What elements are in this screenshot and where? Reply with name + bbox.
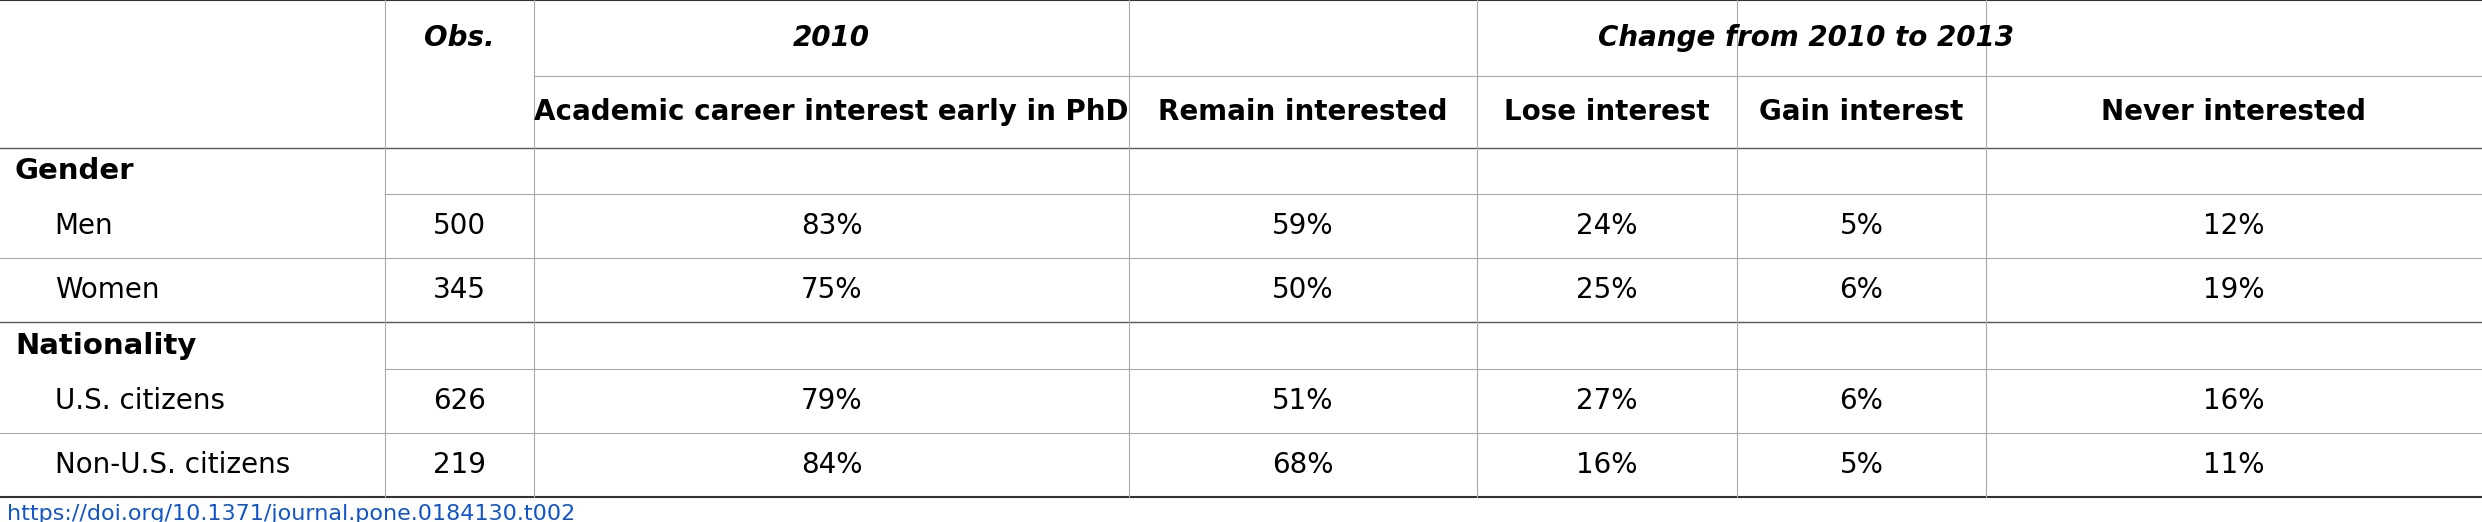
Text: 24%: 24% [1576,212,1638,240]
Text: 51%: 51% [1273,387,1333,415]
Text: Men: Men [55,212,114,240]
Text: U.S. citizens: U.S. citizens [55,387,223,415]
Text: 84%: 84% [802,451,861,479]
Text: 79%: 79% [802,387,861,415]
Text: 345: 345 [432,276,486,304]
Text: Non-U.S. citizens: Non-U.S. citizens [55,451,290,479]
Text: 11%: 11% [2204,451,2264,479]
Text: Gender: Gender [15,157,134,185]
Text: Academic career interest early in PhD: Academic career interest early in PhD [534,98,1129,126]
Text: 219: 219 [432,451,486,479]
Text: Change from 2010 to 2013: Change from 2010 to 2013 [1598,24,2013,52]
Text: Gain interest: Gain interest [1760,98,1963,126]
Text: 5%: 5% [1839,212,1884,240]
Text: Women: Women [55,276,159,304]
Text: 5%: 5% [1839,451,1884,479]
Text: 6%: 6% [1839,387,1884,415]
Text: 6%: 6% [1839,276,1884,304]
Text: 25%: 25% [1576,276,1638,304]
Text: 12%: 12% [2204,212,2264,240]
Text: 16%: 16% [1576,451,1638,479]
Text: 500: 500 [432,212,486,240]
Text: 2010: 2010 [792,24,871,52]
Text: 83%: 83% [802,212,861,240]
Text: 16%: 16% [2204,387,2264,415]
Text: 50%: 50% [1273,276,1333,304]
Text: 19%: 19% [2204,276,2264,304]
Text: https://doi.org/10.1371/journal.pone.0184130.t002: https://doi.org/10.1371/journal.pone.018… [7,504,576,522]
Text: 75%: 75% [802,276,861,304]
Text: Lose interest: Lose interest [1504,98,1710,126]
Text: 626: 626 [432,387,486,415]
Text: 27%: 27% [1576,387,1638,415]
Text: Remain interested: Remain interested [1159,98,1447,126]
Text: 59%: 59% [1273,212,1333,240]
Text: Obs.: Obs. [424,24,494,52]
Text: Never interested: Never interested [2102,98,2365,126]
Text: Nationality: Nationality [15,331,196,360]
Text: 68%: 68% [1273,451,1333,479]
